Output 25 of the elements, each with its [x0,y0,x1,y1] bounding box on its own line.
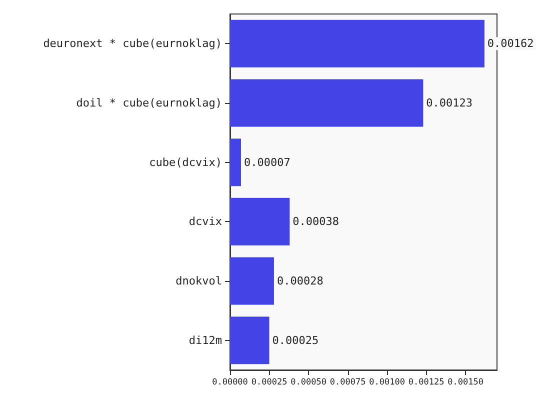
y-tick-label: di12m [188,334,222,347]
y-tick-label: dnokvol [176,274,222,288]
y-tick-label: doil * cube(eurnoklag) [76,96,222,110]
x-tick-label: 0.00125 [408,378,444,388]
data-label: 0.00025 [272,334,319,347]
bar [230,257,274,305]
bar [230,79,424,127]
x-tick-label: 0.00025 [251,378,288,388]
x-tick-label: 0.00075 [330,378,366,388]
data-label: 0.00123 [426,96,473,110]
bar [230,138,241,186]
y-tick-label: cube(dcvix) [149,156,222,169]
data-label: 0.00028 [276,274,324,288]
y-tick-label: dcvix [188,215,222,228]
x-tick-label: 0.00000 [212,378,248,388]
bar [230,20,484,68]
data-label: 0.00038 [292,215,340,228]
x-tick-label: 0.00100 [369,378,405,388]
data-label: 0.00162 [487,37,534,50]
bar [230,316,270,364]
x-tick-label: 0.00050 [290,378,326,388]
bar [230,198,290,246]
data-label: 0.00007 [244,156,290,169]
y-tick-label: deuronext * cube(eurnoklag) [43,37,222,50]
x-tick-label: 0.00150 [448,378,484,388]
